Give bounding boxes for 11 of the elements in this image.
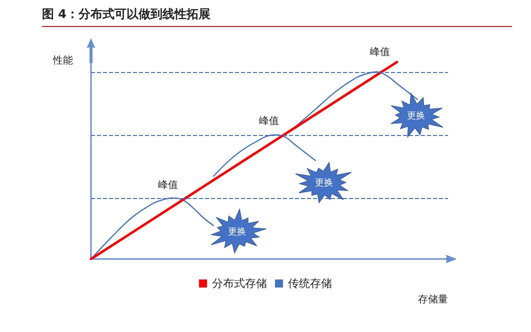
y-axis-title: 性能 — [52, 54, 73, 66]
text: 峰值 — [370, 46, 390, 59]
annotation: 更换 — [228, 226, 246, 238]
legend-label: 传统存储 — [288, 277, 332, 290]
annotation: 更换 — [315, 177, 333, 190]
chart-title: 图 4：分布式可以做到线性拓展 — [42, 6, 512, 27]
annotation: 峰值 — [158, 179, 178, 192]
annotation: 更换 — [407, 110, 425, 122]
annotation: 峰值 — [259, 115, 279, 128]
legend-label: 分布式存储 — [212, 277, 267, 290]
x-axis-title: 存储量 — [418, 294, 448, 306]
